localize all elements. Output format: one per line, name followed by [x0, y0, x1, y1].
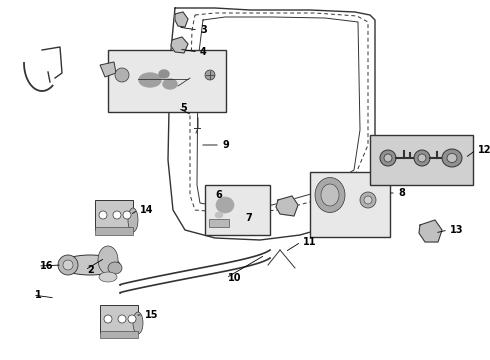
Text: 16: 16: [40, 261, 53, 271]
Bar: [95, 227, 133, 235]
Circle shape: [123, 211, 131, 219]
Text: 1: 1: [35, 290, 42, 300]
Bar: [108, 50, 226, 112]
Polygon shape: [276, 196, 298, 216]
Ellipse shape: [163, 79, 177, 89]
Bar: [370, 135, 473, 185]
Circle shape: [113, 211, 121, 219]
Ellipse shape: [108, 262, 122, 274]
Circle shape: [418, 154, 426, 162]
Polygon shape: [100, 62, 116, 77]
Circle shape: [364, 196, 372, 204]
Ellipse shape: [216, 197, 234, 213]
Circle shape: [99, 211, 107, 219]
Bar: [205, 185, 270, 235]
Ellipse shape: [447, 153, 457, 162]
Text: 6: 6: [215, 190, 222, 200]
Bar: [209, 219, 229, 227]
Circle shape: [380, 150, 396, 166]
Polygon shape: [171, 37, 188, 53]
Bar: [310, 172, 390, 237]
Polygon shape: [419, 220, 442, 242]
Circle shape: [115, 68, 129, 82]
Bar: [100, 331, 138, 338]
Ellipse shape: [139, 73, 161, 87]
Text: 15: 15: [145, 310, 158, 320]
Circle shape: [205, 70, 215, 80]
Ellipse shape: [60, 255, 120, 275]
Circle shape: [63, 260, 73, 270]
Text: 10: 10: [228, 273, 242, 283]
Text: 3: 3: [200, 25, 207, 35]
Ellipse shape: [98, 246, 118, 274]
Text: 5: 5: [180, 103, 187, 113]
Text: 8: 8: [398, 188, 405, 198]
Circle shape: [414, 150, 430, 166]
Ellipse shape: [133, 312, 143, 334]
Bar: [95, 200, 133, 230]
Ellipse shape: [128, 208, 138, 232]
Circle shape: [58, 255, 78, 275]
Text: 12: 12: [478, 145, 490, 155]
Polygon shape: [175, 12, 188, 27]
Text: 2: 2: [87, 265, 94, 275]
Circle shape: [104, 315, 112, 323]
Circle shape: [118, 315, 126, 323]
Text: 9: 9: [222, 140, 229, 150]
Circle shape: [128, 315, 136, 323]
Text: 14: 14: [140, 205, 153, 215]
Ellipse shape: [215, 212, 223, 218]
Ellipse shape: [99, 272, 117, 282]
Text: 7: 7: [245, 213, 252, 223]
Bar: [100, 305, 138, 333]
Ellipse shape: [159, 70, 169, 78]
Ellipse shape: [321, 184, 339, 206]
Ellipse shape: [442, 149, 462, 167]
Text: 4: 4: [200, 47, 207, 57]
Circle shape: [384, 154, 392, 162]
Ellipse shape: [315, 177, 345, 212]
Text: 13: 13: [450, 225, 464, 235]
Circle shape: [360, 192, 376, 208]
Text: 11: 11: [303, 237, 317, 247]
